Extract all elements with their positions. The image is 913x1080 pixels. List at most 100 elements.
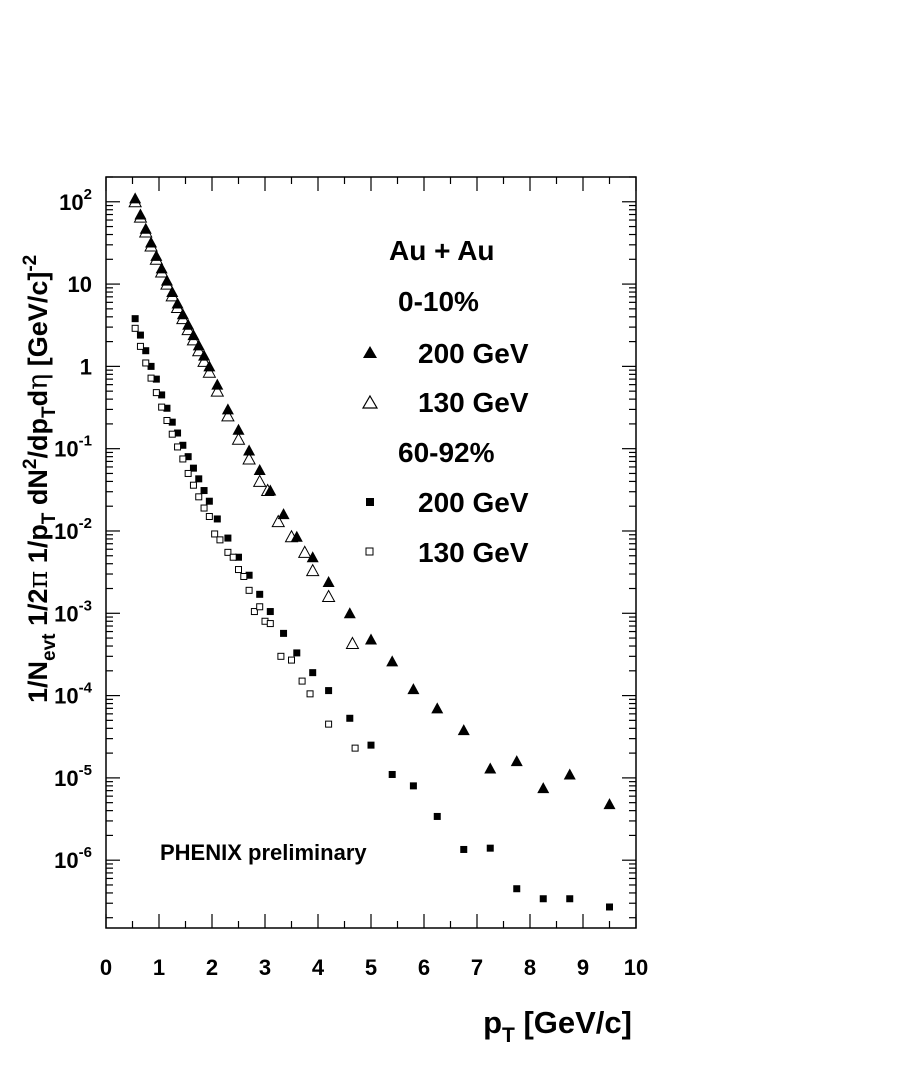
data-point [280,629,288,637]
data-point [433,812,441,820]
x-tick-label: 1 [153,955,165,980]
data-point [165,288,180,302]
data-point [277,652,285,660]
data-point [174,443,182,451]
x-tick-label: 5 [365,955,377,980]
data-point [195,493,203,501]
data-point [365,633,377,645]
data-point [603,798,616,810]
y-tick-label: 10-1 [54,433,92,462]
data-point [388,770,396,778]
data-point [200,504,208,512]
data-point [149,252,164,265]
data-point [176,308,189,320]
y-tick-label: 10 [68,272,92,297]
data-point [136,342,144,350]
data-point [147,362,155,370]
y-axis-label: 1/Nevt 1/2π 1/pT dN2/dpTdη [GeV/c]-2 [20,255,60,703]
legend-group-central: 0-10% [398,286,479,317]
data-point [297,545,312,558]
y-tick-label: 10-5 [54,762,92,791]
data-point [210,384,225,397]
y-tick-label: 10-4 [54,680,92,709]
data-point [142,347,150,355]
data-point [211,530,219,538]
data-point [325,687,333,695]
data-point [133,210,148,223]
x-tick-labels: 0 1 2 3 4 5 6 7 8 9 10 [100,955,648,980]
data-point [174,429,182,437]
x-tick-label: 10 [624,955,648,980]
data-point [306,551,319,563]
data-point [158,391,166,399]
data-point [245,571,253,579]
data-point [510,755,523,767]
axis-ticks [105,176,637,928]
legend-triangle-open-icon [361,394,379,409]
x-tick-label: 7 [471,955,483,980]
data-point [346,714,354,722]
x-tick-label: 9 [577,955,589,980]
data-point [513,885,521,893]
data-point [163,416,171,424]
data-point [131,324,139,332]
data-point [235,553,242,561]
data-point [160,277,174,290]
data-point [181,322,195,336]
data-point [266,608,274,616]
data-point [145,236,158,248]
x-tick-label: 4 [312,955,325,980]
data-point [158,403,166,411]
x-axis-label: pT [GeV/c] [483,1005,632,1047]
data-point [305,563,320,577]
data-point [179,455,187,463]
data-point [277,508,290,520]
y-tick-label: 1 [80,354,92,379]
data-point [256,603,264,611]
data-point [243,444,256,456]
data-point [266,620,274,628]
data-point [256,590,264,598]
legend-title: Au + Au [389,235,495,266]
data-point [195,475,203,483]
data-point [147,374,155,382]
data-point [298,677,306,685]
data-point [253,464,266,476]
data-point [202,365,217,378]
data-point [129,192,142,204]
data-point [171,297,184,309]
y-tick-labels: 10-6 10-5 10-4 10-3 10-2 10-1 1 10 102 [54,186,92,873]
data-point [184,469,192,477]
legend-square-filled-icon [366,498,374,506]
data-point [407,683,420,695]
data-point [186,332,201,346]
data-point [309,669,317,677]
data-point [205,497,213,505]
x-tick-label: 0 [100,955,112,980]
data-point [170,300,185,313]
data-point [139,222,152,234]
data-point [168,430,176,438]
data-marks [128,192,616,911]
x-tick-label: 3 [259,955,271,980]
data-point [386,655,399,667]
data-point [176,311,190,325]
data-point [537,782,550,794]
y-tick-label: 10-3 [54,597,92,626]
legend: Au + Au 0-10% 200 GeV 130 GeV 60-92% 200… [361,235,529,568]
data-point [152,375,160,383]
data-point [229,553,237,561]
data-point [566,895,574,903]
data-point [131,315,139,323]
data-point [242,451,256,465]
legend-triangle-filled-icon [363,346,377,358]
data-point [343,607,356,619]
data-point [197,354,211,367]
data-point [136,331,144,339]
data-point [128,194,142,208]
data-point [460,845,468,853]
data-point [213,515,221,523]
data-point [245,586,253,594]
data-point [179,441,187,449]
